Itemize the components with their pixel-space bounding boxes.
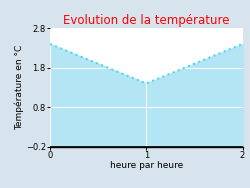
X-axis label: heure par heure: heure par heure (110, 161, 183, 170)
Y-axis label: Température en °C: Température en °C (15, 45, 24, 130)
Title: Evolution de la température: Evolution de la température (63, 14, 230, 27)
